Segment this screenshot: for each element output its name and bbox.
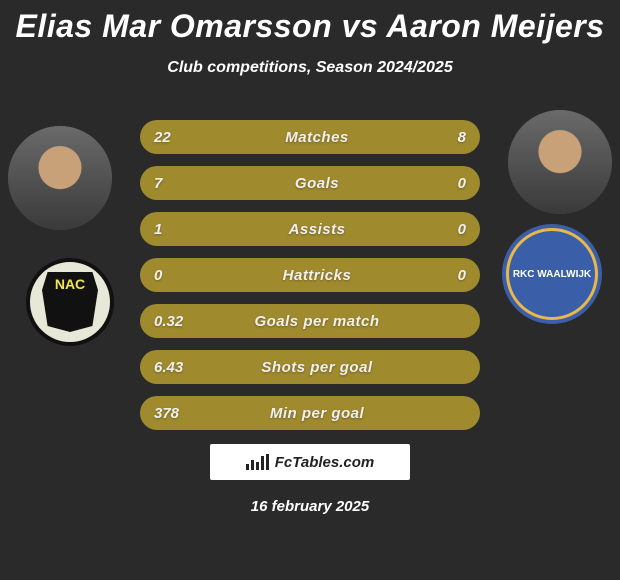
stat-row: 0.32Goals per match — [140, 304, 480, 338]
stat-right-value: 0 — [426, 221, 466, 238]
club-right-logo: RKC WAALWIJK — [502, 224, 602, 324]
player-right-avatar — [508, 110, 612, 214]
stat-left-value: 7 — [154, 175, 208, 192]
stat-label: Goals — [208, 175, 426, 192]
stat-left-value: 1 — [154, 221, 208, 238]
stat-left-value: 0.32 — [154, 313, 208, 330]
chart-icon — [246, 454, 269, 470]
stat-row: 0Hattricks0 — [140, 258, 480, 292]
player-left-avatar — [8, 126, 112, 230]
stat-label: Matches — [208, 129, 426, 146]
stat-label: Min per goal — [208, 405, 426, 422]
footer-date: 16 february 2025 — [251, 498, 369, 515]
stat-row: 378Min per goal — [140, 396, 480, 430]
stat-left-value: 22 — [154, 129, 208, 146]
site-name: FcTables.com — [275, 454, 374, 471]
stat-label: Hattricks — [208, 267, 426, 284]
stat-left-value: 0 — [154, 267, 208, 284]
site-badge: FcTables.com — [210, 444, 410, 480]
page-title: Elias Mar Omarsson vs Aaron Meijers — [0, 0, 620, 45]
stat-row: 1Assists0 — [140, 212, 480, 246]
stat-right-value: 8 — [426, 129, 466, 146]
club-right-name: RKC WAALWIJK — [513, 269, 591, 280]
stat-left-value: 6.43 — [154, 359, 208, 376]
stat-right-value: 0 — [426, 267, 466, 284]
stat-label: Shots per goal — [208, 359, 426, 376]
club-left-name: NAC — [55, 276, 85, 292]
stat-row: 7Goals0 — [140, 166, 480, 200]
stat-left-value: 378 — [154, 405, 208, 422]
stat-row: 22Matches8 — [140, 120, 480, 154]
stat-row: 6.43Shots per goal — [140, 350, 480, 384]
stat-right-value: 0 — [426, 175, 466, 192]
stat-label: Goals per match — [208, 313, 426, 330]
season-subtitle: Club competitions, Season 2024/2025 — [0, 59, 620, 77]
club-left-logo: NAC — [26, 258, 114, 346]
stats-container: 22Matches87Goals01Assists00Hattricks00.3… — [140, 120, 480, 442]
stat-label: Assists — [208, 221, 426, 238]
